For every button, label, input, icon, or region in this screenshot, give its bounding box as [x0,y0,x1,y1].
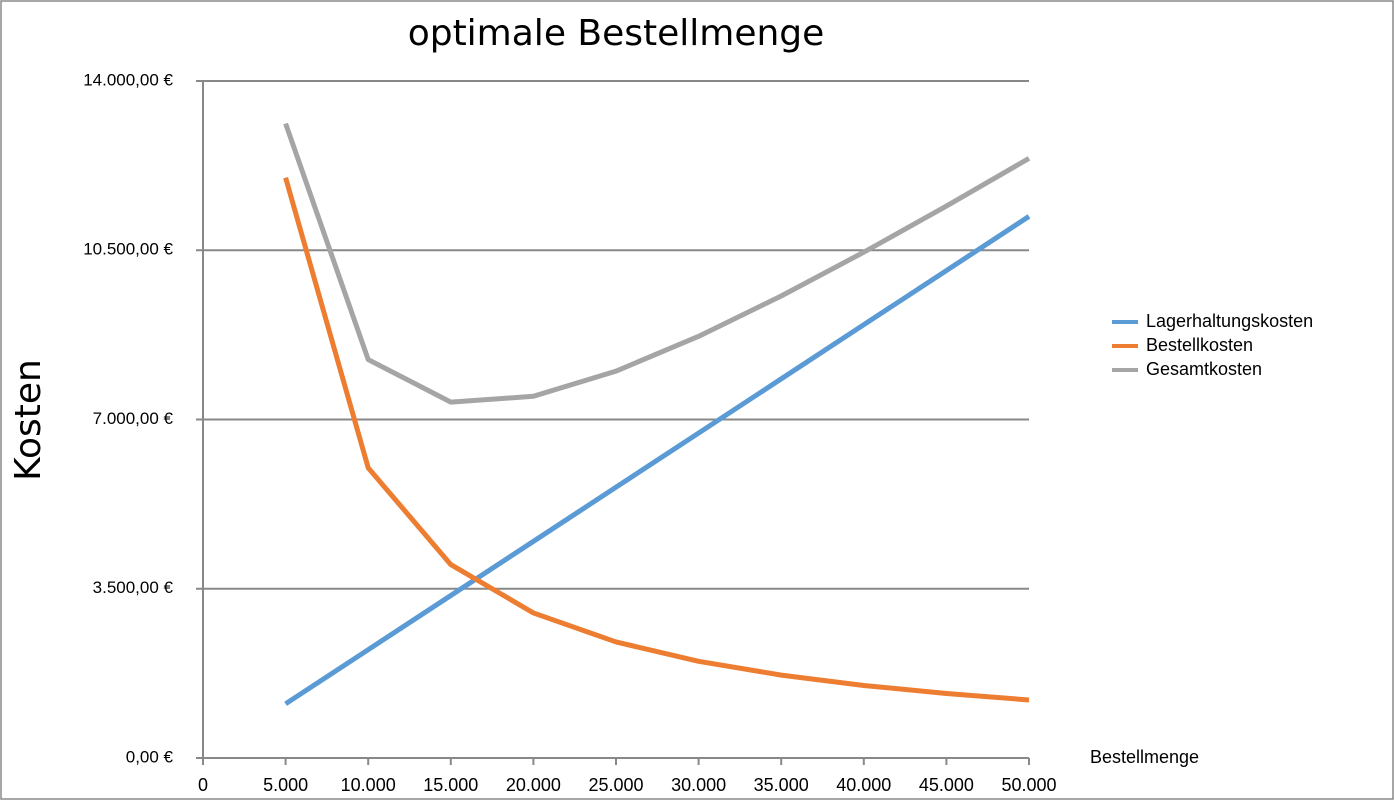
x-tick-label: 5.000 [263,775,308,795]
y-tick-label: 0,00 € [126,747,174,766]
x-tick-label: 10.000 [341,775,396,795]
y-tick-label: 10.500,00 € [83,240,173,259]
series-line [283,177,1030,703]
y-axis-label: Kosten [8,359,49,481]
legend-label: Bestellkosten [1146,335,1253,355]
series-line [284,214,1031,706]
x-tick-label: 45.000 [919,775,974,795]
series-line [283,122,1031,405]
x-tick-label: 20.000 [506,775,561,795]
x-tick-label: 15.000 [423,775,478,795]
x-tick-label: 0 [198,775,208,795]
x-tick-label: 50.000 [1001,775,1056,795]
chart-title: optimale Bestellmenge [408,13,825,54]
legend-label: Lagerhaltungskosten [1146,311,1313,331]
y-tick-label: 3.500,00 € [93,578,174,597]
legend-label: Gesamtkosten [1146,359,1262,379]
x-tick-label: 25.000 [588,775,643,795]
x-tick-label: 40.000 [836,775,891,795]
x-axis-label: Bestellmenge [1090,747,1199,767]
x-tick-label: 35.000 [754,775,809,795]
x-tick-label: 30.000 [671,775,726,795]
y-tick-label: 14.000,00 € [83,70,173,89]
y-tick-label: 7.000,00 € [93,409,174,428]
